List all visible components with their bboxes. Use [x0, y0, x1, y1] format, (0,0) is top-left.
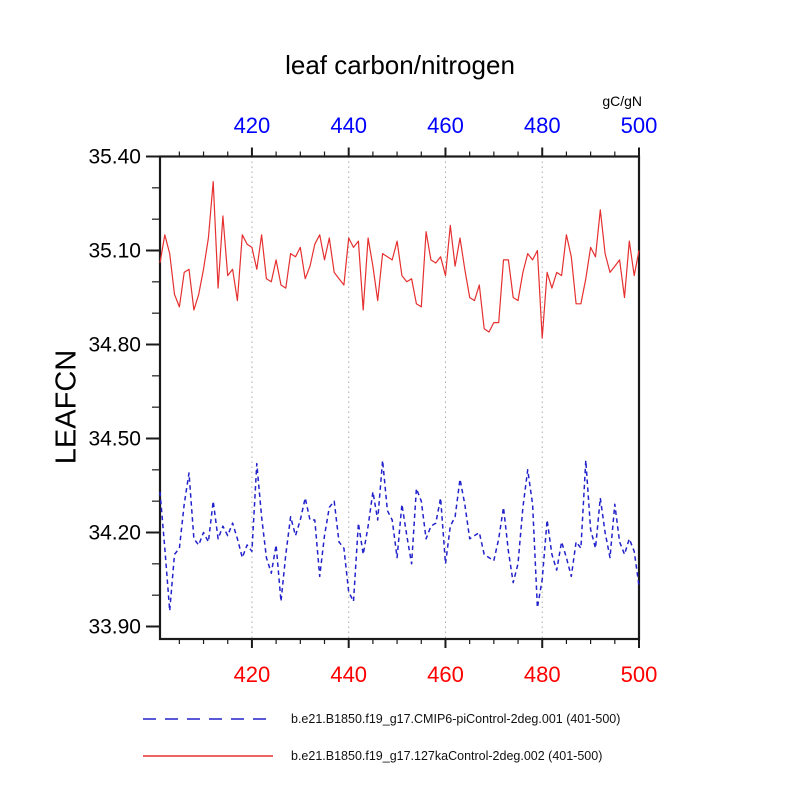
series-line-solid — [159, 181, 640, 339]
y-tick-label: 35.10 — [88, 240, 141, 263]
series-line-dashed — [159, 459, 640, 612]
top-tick-label: 500 — [621, 113, 658, 138]
legend-item-127kacontrol: b.e21.B1850.f19_g17.127kaControl-2deg.00… — [143, 748, 602, 764]
legend-line-solid-sample — [143, 755, 273, 757]
top-tick-label: 460 — [427, 113, 464, 138]
bottom-tick-label: 440 — [330, 662, 367, 687]
bottom-tick-label: 480 — [524, 662, 561, 687]
bottom-tick-label: 500 — [621, 662, 658, 687]
legend-line-dashed-sample — [143, 718, 273, 720]
plot-box — [158, 155, 641, 641]
bottom-tick-label: 460 — [427, 662, 464, 687]
legend-label-127kacontrol: b.e21.B1850.f19_g17.127kaControl-2deg.00… — [291, 749, 603, 763]
y-tick-label: 34.20 — [88, 522, 141, 545]
top-tick-label: 420 — [234, 113, 271, 138]
chart-title: leaf carbon/nitrogen — [285, 50, 515, 80]
top-axis-unit-label: gC/gN — [602, 93, 642, 109]
bottom-tick-label: 420 — [234, 662, 271, 687]
plot-area: 420 440 460 480 500 420 440 460 480 500 35.40 35.10… — [88, 113, 658, 687]
y-tick-label: 34.50 — [88, 428, 141, 451]
y-tick-label: 34.80 — [88, 334, 141, 357]
legend-label-picontrol: b.e21.B1850.f19_g17.CMIP6-piControl-2deg… — [291, 712, 621, 726]
top-tick-label: 480 — [524, 113, 561, 138]
legend-item-picontrol: b.e21.B1850.f19_g17.CMIP6-piControl-2deg… — [143, 711, 620, 727]
top-tick-label: 440 — [330, 113, 367, 138]
y-tick-label: 35.40 — [88, 146, 141, 169]
y-tick-label: 33.90 — [88, 616, 141, 639]
